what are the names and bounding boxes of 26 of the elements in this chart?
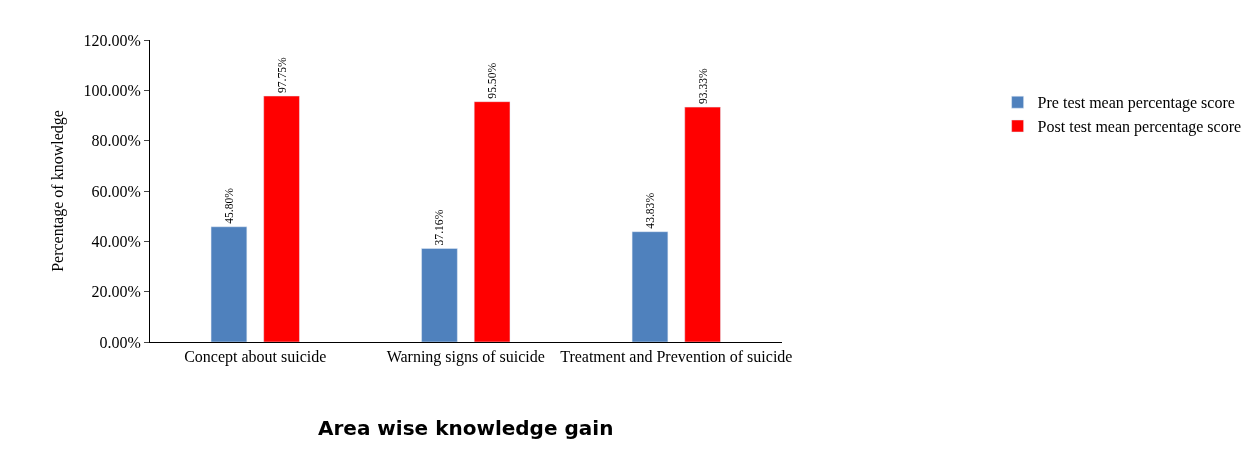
bar	[684, 106, 721, 342]
y-tick-label: 80.00%	[91, 132, 141, 150]
data-label: 45.80%	[222, 187, 236, 224]
data-label: 43.83%	[643, 192, 657, 229]
x-tick-label: Concept about suicide	[184, 348, 327, 367]
y-tick-label: 100.00%	[83, 81, 141, 99]
legend-label: Pre test mean percentage score	[1037, 94, 1235, 113]
x-tick-label: Warning signs of suicide	[386, 348, 545, 367]
data-label: 95.50%	[486, 62, 500, 99]
y-tick-label: 120.00%	[83, 31, 141, 49]
data-label: 97.75%	[275, 56, 289, 93]
data-label: 37.16%	[433, 209, 447, 246]
x-tick-label: Treatment and Prevention of suicide	[560, 348, 793, 366]
bar	[263, 95, 300, 342]
y-tick-label: 0.00%	[99, 333, 141, 351]
text: Area wise knowledge gain	[318, 416, 614, 440]
bar	[631, 231, 669, 342]
bar	[473, 101, 511, 342]
y-tick-label: 40.00%	[91, 232, 141, 250]
y-tick-label: 20.00%	[91, 283, 141, 301]
legend-label: Post test mean percentage score	[1037, 118, 1242, 137]
y-axis-title: Percentage of knowledge	[49, 110, 68, 272]
bar	[210, 226, 248, 342]
y-tick-label: 60.00%	[91, 182, 141, 200]
bar	[421, 248, 458, 342]
data-label: 93.33%	[696, 68, 710, 105]
